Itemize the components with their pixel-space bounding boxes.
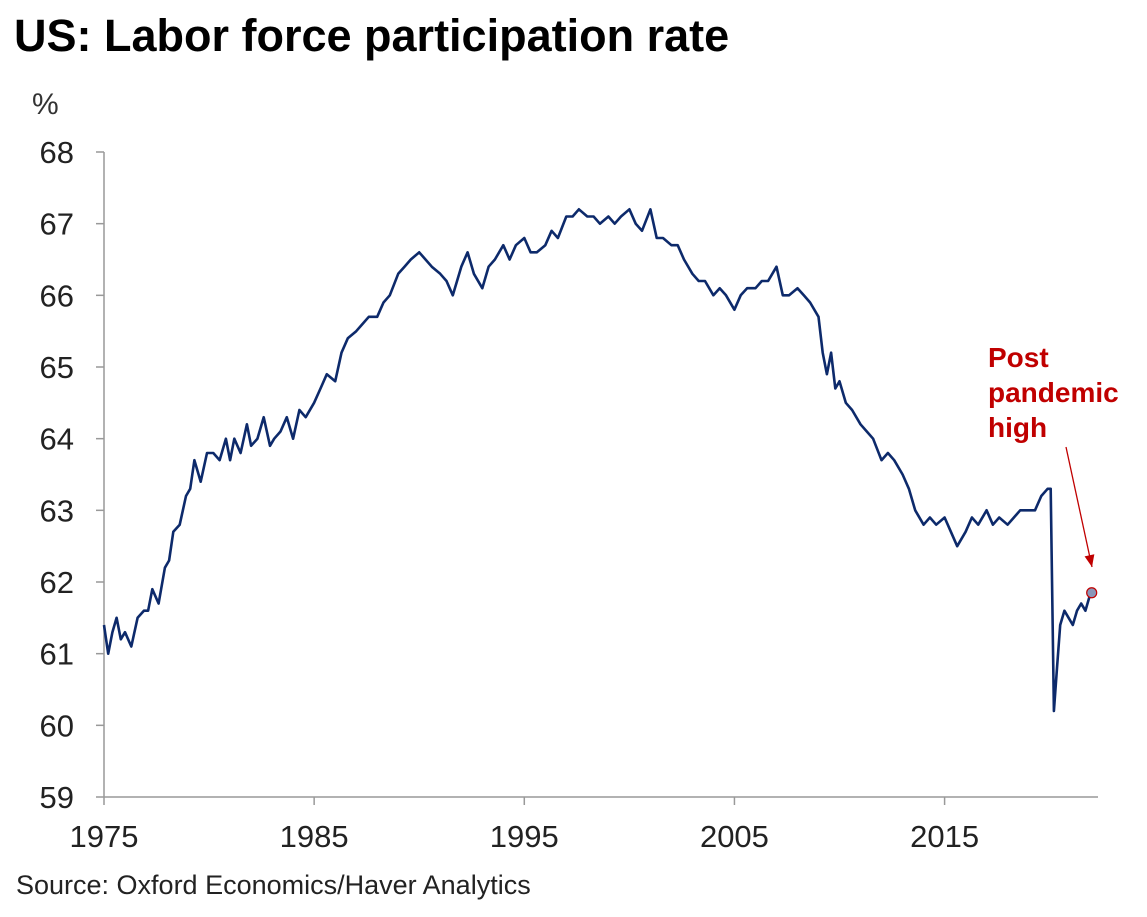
y-tick-label: 62 [40, 565, 74, 600]
y-tick-label: 60 [40, 708, 74, 743]
annotation-line: Post [988, 342, 1049, 373]
y-tick-label: 63 [40, 493, 74, 528]
annotation: Post pandemic high [988, 342, 1119, 599]
x-tick-label: 1995 [490, 819, 559, 854]
x-axis-ticks: 1975 1985 1995 2005 2015 [70, 797, 979, 854]
y-tick-label: 67 [40, 207, 74, 242]
x-tick-label: 1975 [70, 819, 139, 854]
y-tick-label: 59 [40, 780, 74, 815]
series-line [102, 208, 1093, 713]
y-tick-label: 65 [40, 350, 74, 385]
series-layer [102, 208, 1093, 713]
y-tick-label: 64 [40, 422, 74, 457]
highlight-point [1086, 587, 1098, 599]
annotation-line: pandemic [988, 377, 1119, 408]
y-axis-ticks: 59 60 61 62 63 64 65 66 67 68 [40, 135, 104, 815]
y-tick-label: 68 [40, 135, 74, 170]
axes [103, 152, 1098, 798]
x-tick-label: 2005 [700, 819, 769, 854]
x-tick-label: 2015 [910, 819, 979, 854]
annotation-line: high [988, 412, 1047, 443]
annotation-text: Post pandemic high [988, 342, 1119, 443]
y-tick-label: 66 [40, 278, 74, 313]
x-tick-label: 1985 [280, 819, 349, 854]
y-axis-unit-label: % [32, 88, 59, 121]
source-note: Source: Oxford Economics/Haver Analytics [16, 870, 531, 900]
annotation-arrow [1065, 446, 1093, 568]
annotation-arrowhead [1084, 554, 1095, 567]
chart-title: US: Labor force participation rate [14, 10, 730, 61]
y-tick-label: 61 [40, 637, 74, 672]
